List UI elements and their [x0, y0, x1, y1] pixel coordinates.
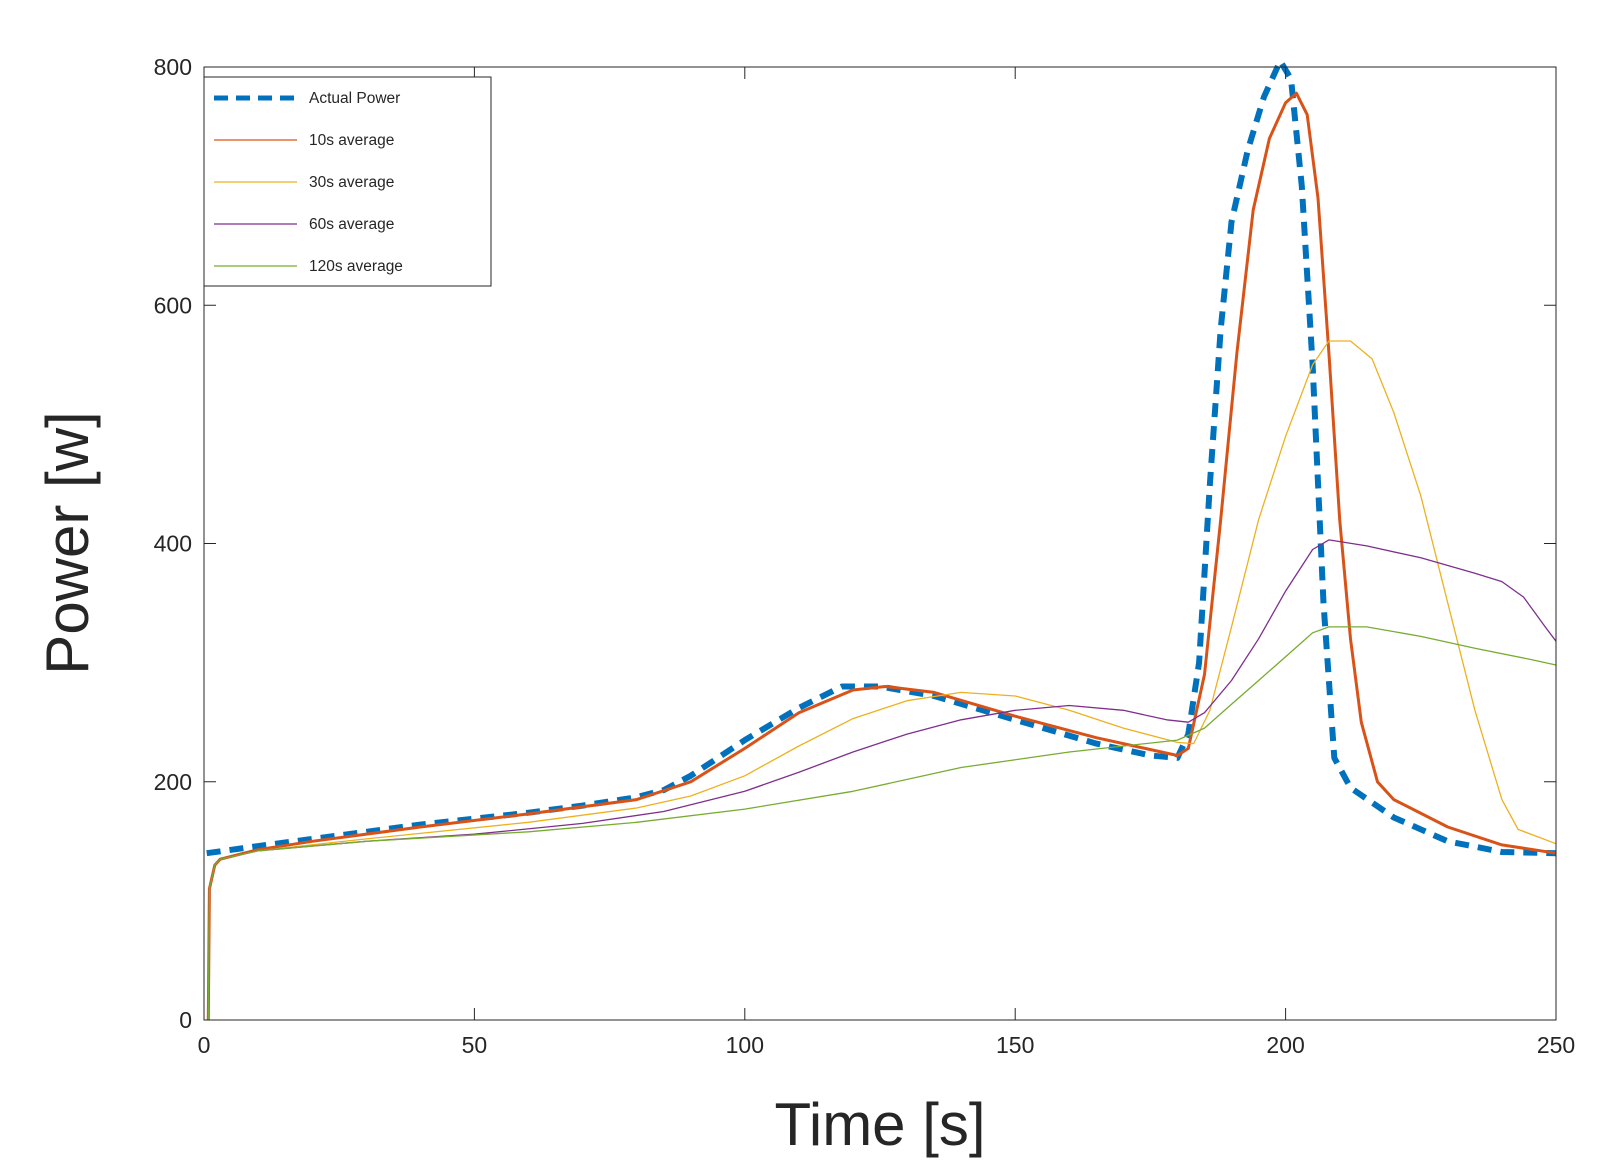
series-line-30s-average: [207, 340, 1557, 1021]
y-tick-label: 800: [154, 54, 192, 80]
x-tick-label: 50: [462, 1032, 488, 1058]
y-tick-label: 0: [179, 1007, 192, 1033]
x-tick-label: 200: [1266, 1032, 1304, 1058]
x-tick-label: 250: [1537, 1032, 1575, 1058]
tick-layer: 0 50 100 150 200 250 0 200 400 600 800: [154, 54, 1576, 1058]
legend-items: Actual Power 10s average 30s average 60s av…: [214, 90, 403, 275]
legend-label: 60s average: [309, 216, 394, 233]
legend-label: Actual Power: [309, 90, 400, 107]
y-tick-label: 400: [154, 531, 192, 557]
series-line-60s-average: [207, 539, 1557, 1021]
x-tick-label: 0: [198, 1032, 211, 1058]
y-tick-label: 200: [154, 769, 192, 795]
x-axis-label: Time [s]: [774, 1091, 985, 1158]
legend: Actual Power 10s average 30s average 60s av…: [203, 76, 492, 287]
legend-label: 120s average: [309, 258, 403, 275]
y-axis-label: Power [w]: [34, 411, 101, 674]
legend-label: 10s average: [309, 132, 394, 149]
series-layer: [206, 58, 1557, 1021]
y-tick-label: 600: [154, 292, 192, 318]
series-line-10s-average: [206, 91, 1557, 1021]
legend-label: 30s average: [309, 174, 394, 191]
series-line-120s-average: [207, 626, 1557, 1021]
x-tick-label: 150: [996, 1032, 1034, 1058]
x-tick-label: 100: [726, 1032, 764, 1058]
